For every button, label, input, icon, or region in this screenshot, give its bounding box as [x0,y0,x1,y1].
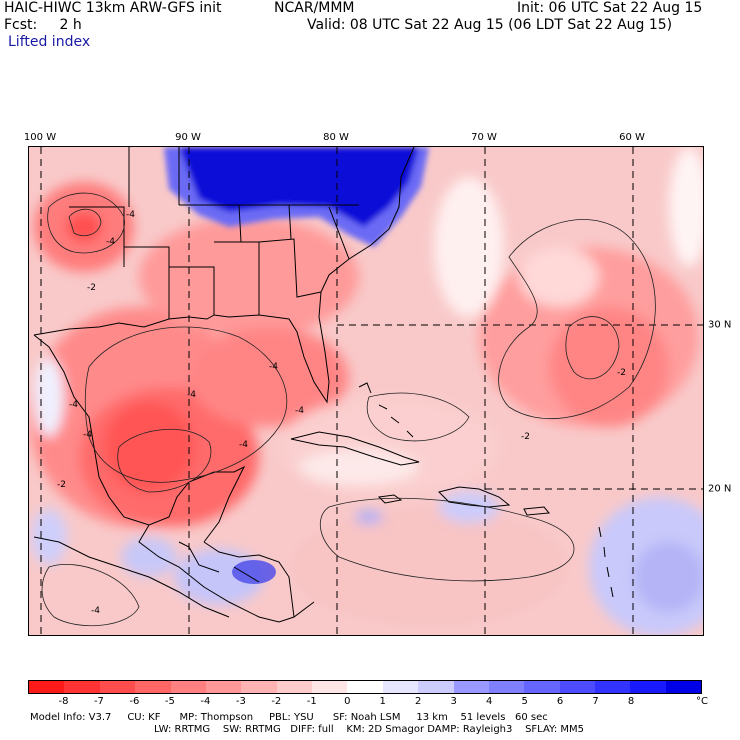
contour-label: -4 [269,362,278,372]
color-scale-swatch [595,681,631,693]
model-title: HAIC-HIWC 13km ARW-GFS init [4,0,222,16]
contour-label-group: -4 -4 -2 -4 -4 -4 -4 -2 -2 -4 -4 -4 -2 [57,210,626,616]
color-scale-tick-label: -3 [235,696,246,707]
contour-lines [41,192,656,627]
color-scale-tick-label: -4 [200,696,211,707]
contour-label: -2 [617,368,626,378]
color-scale-tick-label: -1 [306,696,317,707]
color-scale-swatch [524,681,560,693]
field-shading [29,147,703,635]
map-canvas: -4 -4 -2 -4 -4 -4 -4 -2 -2 -4 -4 -4 -2 [29,147,703,635]
lon-label-70w: 70 W [471,132,497,143]
color-scale-swatch [453,681,489,693]
lat-label-30n: 30 N [708,319,732,331]
valid-time: Valid: 08 UTC Sat 22 Aug 15 (06 LDT Sat … [307,17,673,33]
color-scale-swatch [64,681,100,693]
color-scale-tick-label: 4 [485,696,493,707]
contour-label: -4 [239,440,248,450]
color-scale-swatch [99,681,136,693]
contour-label: -4 [91,606,100,616]
init-time: Init: 06 UTC Sat 22 Aug 15 [517,0,703,16]
lon-label-80w: 80 W [323,132,349,143]
color-scale-unit: °C [696,696,708,707]
color-scale-swatch [559,681,595,693]
color-scale-tick-label: -5 [164,696,175,707]
contour-label: -4 [106,237,115,247]
color-scale-tick-label: 5 [521,696,528,707]
color-scale-swatch [135,681,171,693]
forecast-hour: Fcst: 2 h [4,17,82,33]
contour-label: -2 [521,432,530,442]
color-scale-swatch [382,681,419,693]
color-scale-swatch [630,681,666,693]
color-scale-swatch [347,681,383,693]
color-scale-bar [28,680,702,694]
color-scale-swatch [170,681,206,693]
model-info-line1: Model Info: V3.7 CU: KF MP: Thompson PBL… [30,712,548,723]
stable-region [164,147,429,247]
lon-label-100w: 100 W [23,132,57,143]
color-scale-tick-label: -2 [271,696,282,707]
contour-label: -4 [295,406,304,416]
color-scale-swatch [488,681,525,693]
lat-label-20n: 20 N [708,483,732,495]
color-scale-swatch [276,681,312,693]
lon-label-90w: 90 W [175,132,201,143]
color-scale-tick-label: 6 [556,696,564,707]
color-scale-tick-label: 1 [379,696,386,707]
color-scale-tick-label: -8 [58,696,69,707]
contour-label: -4 [69,400,78,410]
color-scale-swatch [205,681,242,693]
agency-label: NCAR/MMM [274,0,355,16]
contour-label: -4 [187,390,196,400]
color-scale-tick-label: 8 [627,696,635,707]
contour-label: -4 [83,430,92,440]
color-scale-tick-label: 7 [592,696,599,707]
color-scale-swatch [665,681,702,693]
color-scale-tick-label: 3 [450,696,457,707]
lifted-index-map: -4 -4 -2 -4 -4 -4 -4 -2 -2 -4 -4 -4 -2 [28,146,704,636]
contour-label: -2 [57,480,66,490]
lon-label-60w: 60 W [619,132,645,143]
coastlines [33,147,614,623]
model-info-line2: LW: RRTMG SW: RRTMG DIFF: full KM: 2D Sm… [154,724,584,735]
color-scale-tick-label: -7 [93,696,104,707]
color-scale-swatch [241,681,277,693]
contour-label: -4 [126,210,135,220]
color-scale-swatch [418,681,454,693]
color-scale-tick-label: -6 [129,696,140,707]
contour-label: -2 [87,283,96,293]
color-scale-tick-label: 0 [344,696,351,707]
field-name: Lifted index [8,34,91,50]
graticule [40,147,703,635]
color-scale-tick-label: 2 [415,696,422,707]
color-scale-swatch [29,681,65,693]
stable-spot [232,560,276,584]
color-scale-swatch [312,681,348,693]
